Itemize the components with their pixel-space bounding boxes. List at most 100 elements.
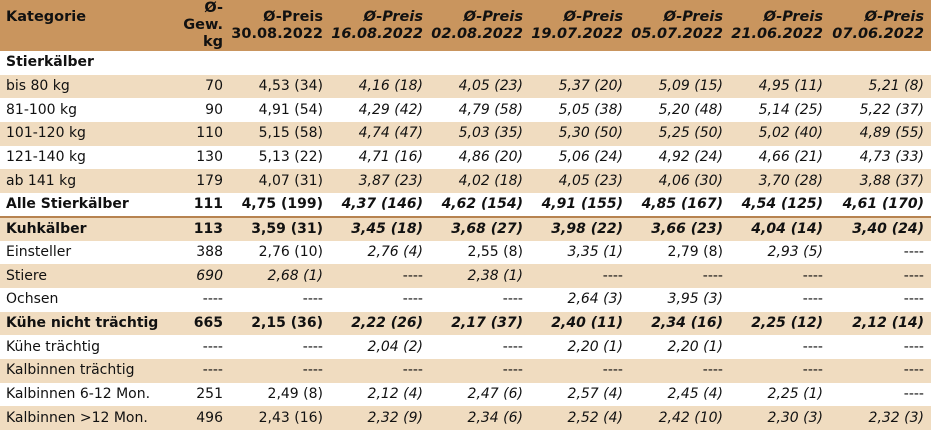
cell-preis: 4,74 (47) <box>330 122 430 146</box>
section-title: Stierkälber <box>0 51 931 75</box>
cell-preis: ---- <box>330 287 430 312</box>
table-row: Kalbinnen >12 Mon. 496 2,43 (16) 2,32 (9… <box>0 406 931 430</box>
cell-preis: 2,25 (1) <box>730 382 830 407</box>
cell-preis: 4,85 (167) <box>630 193 730 218</box>
cell-preis: 2,38 (1) <box>430 264 530 288</box>
row-label: bis 80 kg <box>0 74 182 99</box>
cell-preis: 5,02 (40) <box>730 122 830 146</box>
gewicht-label: Ø-Gew. <box>183 0 223 33</box>
cell-preis: 2,04 (2) <box>330 335 430 359</box>
cell-preis: 5,25 (50) <box>630 122 730 146</box>
cell-gewicht: 90 <box>182 98 230 123</box>
preis-label: Ø-Preis <box>663 8 723 25</box>
cell-preis: ---- <box>330 264 430 288</box>
row-label: Ochsen <box>0 287 182 312</box>
cell-preis: 2,49 (8) <box>230 382 330 407</box>
cell-preis: 2,30 (3) <box>730 406 830 430</box>
cell-gewicht: ---- <box>182 287 230 312</box>
cell-preis: 4,79 (58) <box>430 98 530 123</box>
table-row: 101-120 kg 110 5,15 (58) 4,74 (47) 5,03 … <box>0 122 931 146</box>
cell-preis: 4,66 (21) <box>730 145 830 170</box>
cell-preis: 4,37 (146) <box>330 193 430 218</box>
cell-preis: 4,73 (33) <box>830 145 931 170</box>
cell-preis: 2,34 (16) <box>630 311 730 336</box>
cell-preis: 3,88 (37) <box>830 169 931 194</box>
cell-gewicht: 113 <box>182 216 230 241</box>
cell-preis: 5,13 (22) <box>230 145 330 170</box>
cell-preis: 4,61 (170) <box>830 193 931 218</box>
cell-preis: 3,98 (22) <box>530 216 630 241</box>
table-row-kuhkaelber: Kuhkälber 113 3,59 (31) 3,45 (18) 3,68 (… <box>0 216 931 241</box>
cell-preis: 2,55 (8) <box>430 240 530 265</box>
cell-preis: 2,20 (1) <box>530 335 630 359</box>
table-row: Stiere 690 2,68 (1) ---- 2,38 (1) ---- -… <box>0 264 931 288</box>
section-row-stierkaelber: Stierkälber <box>0 51 931 75</box>
cell-preis: ---- <box>830 358 931 383</box>
cell-preis: 2,93 (5) <box>730 240 830 265</box>
cell-preis: 4,71 (16) <box>330 145 430 170</box>
gewicht-unit: kg <box>202 34 223 50</box>
table-row: Kühe trächtig ---- ---- 2,04 (2) ---- 2,… <box>0 335 931 359</box>
cell-preis: 5,15 (58) <box>230 122 330 146</box>
cell-preis: 2,68 (1) <box>230 264 330 288</box>
cell-preis: 4,53 (34) <box>230 74 330 99</box>
cell-preis: 2,22 (26) <box>330 311 430 336</box>
cell-preis: ---- <box>830 382 931 407</box>
cell-preis: 3,95 (3) <box>630 287 730 312</box>
preis-date: 16.08.2022 <box>331 25 423 42</box>
cell-preis: 2,15 (36) <box>230 311 330 336</box>
cell-preis: 2,43 (16) <box>230 406 330 430</box>
cell-preis: 3,70 (28) <box>730 169 830 194</box>
cell-gewicht: 496 <box>182 406 230 430</box>
cell-preis: 4,29 (42) <box>330 98 430 123</box>
cell-preis: 3,87 (23) <box>330 169 430 194</box>
cell-preis: ---- <box>730 264 830 288</box>
table-row: ab 141 kg 179 4,07 (31) 3,87 (23) 4,02 (… <box>0 169 931 194</box>
cell-preis: 2,57 (4) <box>530 382 630 407</box>
cell-preis: 4,54 (125) <box>730 193 830 218</box>
cell-preis: 4,06 (30) <box>630 169 730 194</box>
cell-preis: 4,07 (31) <box>230 169 330 194</box>
row-label: Einsteller <box>0 240 182 265</box>
cell-preis: 2,17 (37) <box>430 311 530 336</box>
preis-label: Ø-Preis <box>463 8 523 25</box>
row-label: 101-120 kg <box>0 122 182 146</box>
cell-gewicht: 690 <box>182 264 230 288</box>
cell-preis: 5,30 (50) <box>530 122 630 146</box>
cell-preis: ---- <box>730 335 830 359</box>
row-label: ab 141 kg <box>0 169 182 194</box>
table-row: Kalbinnen 6-12 Mon. 251 2,49 (8) 2,12 (4… <box>0 382 931 407</box>
preis-label: Ø-Preis <box>763 8 823 25</box>
preis-label: Ø-Preis <box>363 8 423 25</box>
cell-preis: 2,76 (10) <box>230 240 330 265</box>
cell-preis: 3,66 (23) <box>630 216 730 241</box>
cell-preis: 4,05 (23) <box>430 74 530 99</box>
cell-preis: 5,05 (38) <box>530 98 630 123</box>
table-row: bis 80 kg 70 4,53 (34) 4,16 (18) 4,05 (2… <box>0 74 931 99</box>
col-header-preis-2: Ø-Preis 16.08.2022 <box>330 0 430 51</box>
row-label: Kühe trächtig <box>0 335 182 359</box>
cell-preis: ---- <box>830 335 931 359</box>
cell-preis: 3,45 (18) <box>330 216 430 241</box>
cell-preis: ---- <box>230 287 330 312</box>
preis-date: 07.06.2022 <box>832 25 924 42</box>
col-header-preis-5: Ø-Preis 05.07.2022 <box>630 0 730 51</box>
row-label: Kalbinnen 6-12 Mon. <box>0 382 182 407</box>
cell-preis: 2,12 (4) <box>330 382 430 407</box>
price-table: Kategorie Ø-Gew. kg Ø-Preis 30.08.2022 Ø-P… <box>0 0 931 430</box>
row-label: 81-100 kg <box>0 98 182 123</box>
cell-preis: 3,68 (27) <box>430 216 530 241</box>
cell-gewicht: ---- <box>182 335 230 359</box>
cell-preis: ---- <box>430 335 530 359</box>
cell-preis: 3,59 (31) <box>230 216 330 241</box>
preis-date: 02.08.2022 <box>431 25 523 42</box>
cell-gewicht: 111 <box>182 193 230 218</box>
cell-preis: 5,06 (24) <box>530 145 630 170</box>
cell-preis: 2,32 (3) <box>830 406 931 430</box>
cell-preis: 4,16 (18) <box>330 74 430 99</box>
col-header-preis-4: Ø-Preis 19.07.2022 <box>530 0 630 51</box>
preis-label: Ø-Preis <box>864 8 924 25</box>
cell-preis: ---- <box>230 358 330 383</box>
cell-preis: 2,20 (1) <box>630 335 730 359</box>
table-row: Ochsen ---- ---- ---- ---- 2,64 (3) 3,95… <box>0 287 931 312</box>
